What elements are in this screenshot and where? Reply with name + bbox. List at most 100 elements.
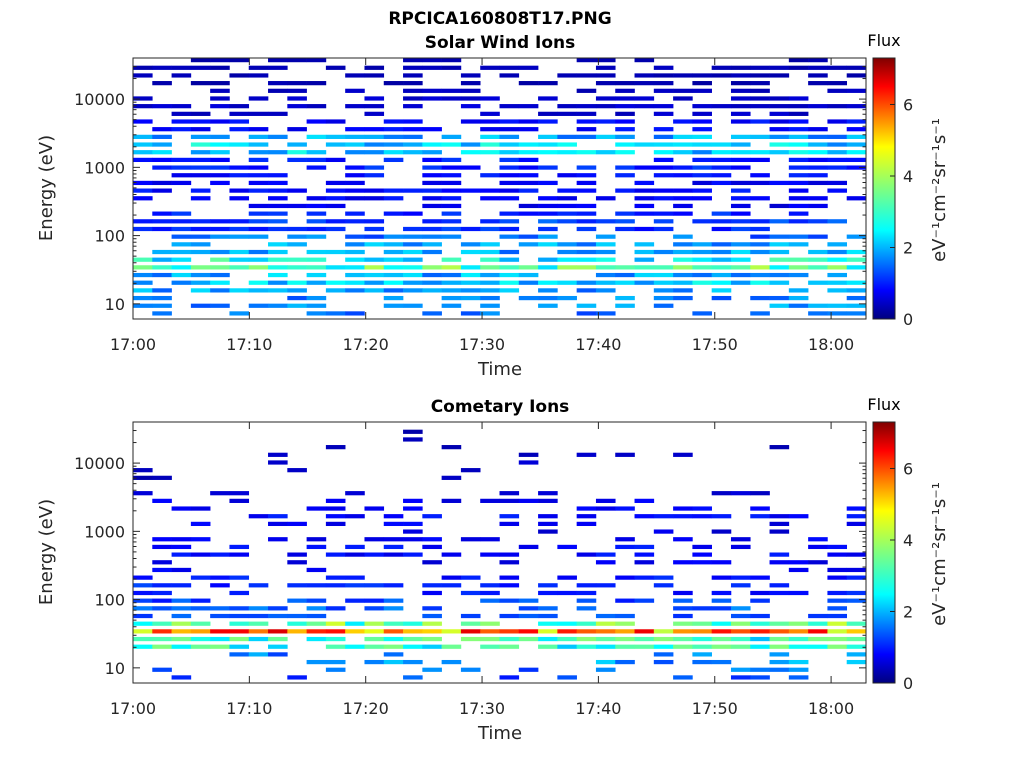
heatmap-cell [518, 142, 539, 147]
heatmap-cell [383, 606, 404, 611]
heatmap-cell [730, 65, 751, 70]
heatmap-cell [576, 173, 597, 178]
colorbar-title: Flux [867, 395, 900, 414]
heatmap-cell [499, 211, 520, 216]
heatmap-cell [499, 598, 520, 603]
heatmap-cell [711, 280, 732, 285]
heatmap-cell [268, 514, 288, 519]
heatmap-cell [383, 242, 404, 247]
heatmap-cell [403, 303, 423, 308]
heatmap-cell [538, 514, 558, 519]
heatmap-cell [422, 606, 442, 611]
heatmap-cell [325, 629, 346, 634]
heatmap-cell [692, 180, 712, 186]
heatmap-cell [499, 498, 520, 503]
heatmap-cell [325, 445, 346, 450]
heatmap-cell [422, 157, 442, 163]
heatmap-cell [518, 165, 539, 170]
heatmap-cell [480, 583, 500, 588]
heatmap-cell [499, 575, 520, 580]
x-tick-label: 18:00 [808, 335, 854, 354]
heatmap-cell [248, 606, 269, 611]
heatmap-cell [557, 203, 577, 209]
heatmap-cell [403, 675, 423, 680]
heatmap-cell [268, 58, 288, 63]
heatmap-cell [268, 134, 288, 139]
heatmap-cell [673, 234, 693, 239]
heatmap-cell [325, 65, 346, 70]
heatmap-cell [846, 514, 867, 519]
heatmap-cell [152, 606, 172, 611]
heatmap-cell [441, 88, 462, 93]
heatmap-cell [557, 257, 577, 262]
heatmap-cell [460, 667, 481, 672]
heatmap-cell [673, 272, 693, 278]
heatmap-cell [750, 249, 770, 255]
heatmap-cell [576, 265, 597, 270]
heatmap-cell [730, 226, 751, 232]
heatmap-cell [653, 81, 674, 86]
heatmap-cell [152, 104, 172, 109]
heatmap-cell [827, 303, 848, 308]
heatmap-cell [846, 142, 867, 147]
heatmap-cell [190, 65, 211, 70]
heatmap-cell [827, 134, 848, 139]
heatmap-cell [750, 73, 770, 78]
heatmap-cell [595, 81, 616, 86]
heatmap-cell [634, 280, 655, 285]
heatmap-cell [557, 173, 577, 178]
heatmap-cell [711, 636, 732, 642]
heatmap-cell [190, 196, 211, 201]
x-axis-ticks: 17:00 17:10 17:20 17:30 17:40 17:50 18:00 [110, 422, 854, 718]
heatmap-cell [133, 196, 153, 201]
heatmap-cell [711, 590, 732, 596]
heatmap-cell [190, 598, 211, 603]
x-tick-label: 17:10 [226, 335, 272, 354]
heatmap-cell [827, 265, 848, 270]
heatmap-cell [769, 272, 790, 278]
heatmap-cell [576, 134, 597, 139]
heatmap-cell [595, 552, 616, 557]
heatmap-cell [750, 491, 770, 496]
heatmap-cell [538, 636, 558, 642]
heatmap-cell [576, 249, 597, 255]
heatmap-cell [287, 157, 307, 163]
heatmap-cell [383, 211, 404, 216]
heatmap-cell [846, 295, 867, 301]
heatmap-cell [268, 613, 288, 619]
heatmap-cell [210, 629, 230, 634]
heatmap-cell [268, 180, 288, 186]
heatmap-cell [827, 65, 848, 70]
y-axis-ticks: 10 100 1000 10000 [74, 57, 866, 314]
heatmap-cell [152, 583, 172, 588]
heatmap-cell [152, 560, 172, 565]
heatmap-cell [808, 203, 828, 209]
heatmap-cell [673, 188, 693, 193]
heatmap-cell [133, 613, 153, 619]
heatmap-cell [133, 288, 153, 293]
heatmap-cell [769, 644, 790, 649]
heatmap-cell [441, 629, 462, 634]
heatmap-cell [480, 96, 500, 101]
plot-frame [132, 421, 867, 684]
heatmap-cell [711, 575, 732, 580]
heatmap-cell [576, 180, 597, 186]
heatmap-cell [460, 280, 481, 285]
solar-wind-panel: Solar Wind Ions 10 100 1000 10000 17:00 17:1… [36, 31, 950, 380]
heatmap-cell [750, 104, 770, 109]
heatmap-cell [268, 652, 288, 657]
heatmap-cell [229, 119, 250, 124]
heatmap-cell [634, 211, 655, 216]
heatmap-cell [653, 265, 674, 270]
heatmap-cell [383, 659, 404, 665]
heatmap-cell [306, 629, 327, 634]
heatmap-cell [827, 575, 848, 580]
heatmap-cell [460, 537, 481, 542]
heatmap-cell [808, 621, 828, 626]
colorbar-ticks: 0 2 4 6 [890, 459, 913, 693]
heatmap-cell [480, 188, 500, 193]
heatmap-cell [152, 142, 172, 147]
heatmap-cell [499, 119, 520, 124]
heatmap-cell [229, 219, 250, 224]
x-tick-label: 17:40 [575, 335, 621, 354]
